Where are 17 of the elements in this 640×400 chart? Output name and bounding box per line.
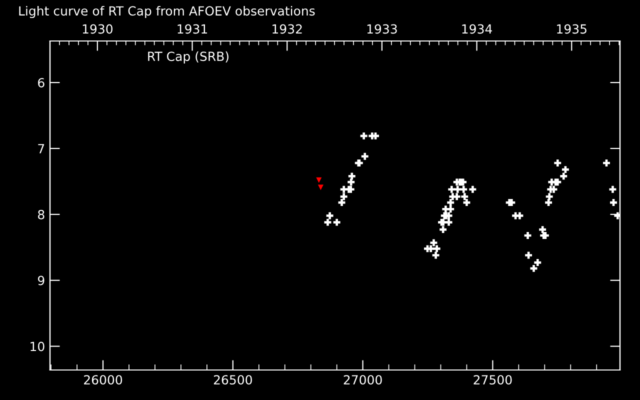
x-tick-label: 26000 <box>84 375 122 385</box>
x2-tick-label: 1931 <box>178 24 208 34</box>
x2-tick-label: 1930 <box>82 24 112 34</box>
y-tick-label: 9 <box>38 276 44 286</box>
x2-tick-label: 1933 <box>367 24 397 34</box>
x-tick-label: 27500 <box>474 375 512 385</box>
x-tick-label: 26500 <box>214 375 252 385</box>
y-tick-label: 7 <box>38 144 44 154</box>
x-tick-label: 27000 <box>344 375 382 385</box>
y-tick-label: 6 <box>38 78 44 88</box>
annotation: RT Cap (SRB) <box>148 51 228 64</box>
x2-tick-label: 1932 <box>272 24 302 34</box>
chart-title: Light curve of RT Cap from AFOEV observations <box>19 6 315 18</box>
y-tick-label: 10 <box>30 342 44 352</box>
y-tick-label: 8 <box>38 210 44 220</box>
x2-tick-label: 1934 <box>462 24 492 34</box>
x2-tick-label: 1935 <box>557 24 586 34</box>
